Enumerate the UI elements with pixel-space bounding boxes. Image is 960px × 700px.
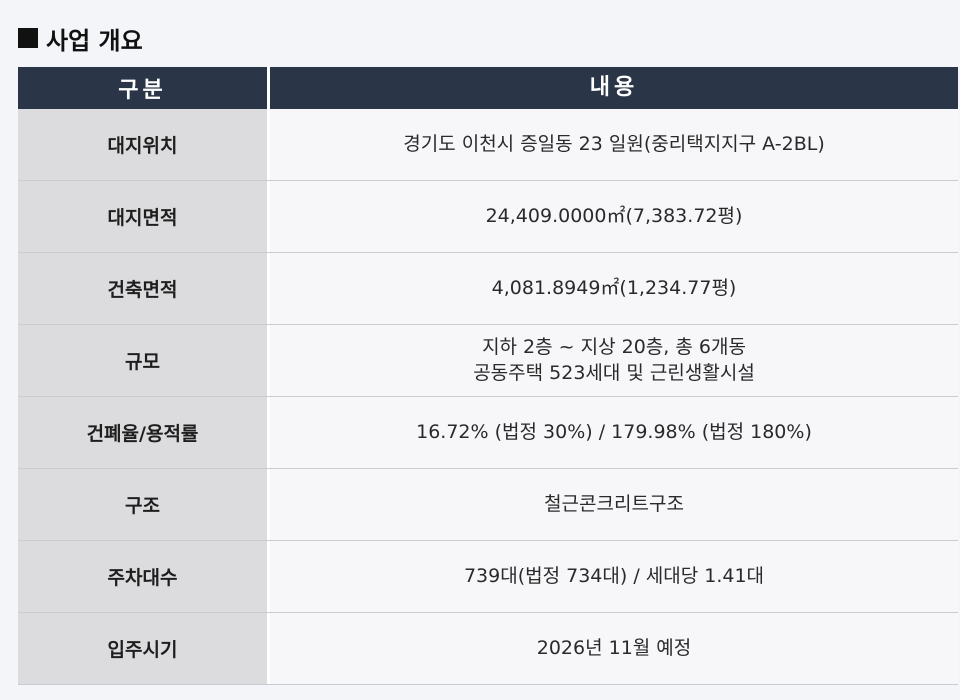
row-label: 대지위치 xyxy=(18,109,270,180)
header-label-cell: 구분 xyxy=(18,67,270,109)
overview-table: 구분 내용 대지위치 경기도 이천시 증일동 23 일원(중리택지지구 A-2B… xyxy=(18,67,958,685)
row-value: 4,081.8949㎡(1,234.77평) xyxy=(270,253,958,324)
row-label: 주차대수 xyxy=(18,541,270,612)
row-value: 24,409.0000㎡(7,383.72평) xyxy=(270,181,958,252)
row-label: 규모 xyxy=(18,325,270,396)
table-row-building-area: 건축면적 4,081.8949㎡(1,234.77평) xyxy=(18,253,958,325)
row-label: 대지면적 xyxy=(18,181,270,252)
table-row-site-area: 대지면적 24,409.0000㎡(7,383.72평) xyxy=(18,181,958,253)
row-value-line: 2026년 11월 예정 xyxy=(536,636,692,659)
row-label: 입주시기 xyxy=(18,613,270,684)
square-bullet-icon xyxy=(18,28,38,48)
section-title-text: 사업 개요 xyxy=(46,26,143,55)
row-value-line: 16.72% (법정 30%) / 179.98% (법정 180%) xyxy=(416,420,812,443)
row-label: 건축면적 xyxy=(18,253,270,324)
table-row-parking: 주차대수 739대(법정 734대) / 세대당 1.41대 xyxy=(18,541,958,613)
row-value: 16.72% (법정 30%) / 179.98% (법정 180%) xyxy=(270,397,958,468)
table-row-coverage-ratio: 건폐율/용적률 16.72% (법정 30%) / 179.98% (법정 18… xyxy=(18,397,958,469)
row-value-line: 24,409.0000㎡(7,383.72평) xyxy=(485,204,743,227)
table-row-scale: 규모 지하 2층 ~ 지상 20층, 총 6개동 공동주택 523세대 및 근린… xyxy=(18,325,958,397)
row-value: 739대(법정 734대) / 세대당 1.41대 xyxy=(270,541,958,612)
row-value: 지하 2층 ~ 지상 20층, 총 6개동 공동주택 523세대 및 근린생활시… xyxy=(270,325,958,396)
row-value-line: 철근콘크리트구조 xyxy=(544,492,684,515)
row-value: 경기도 이천시 증일동 23 일원(중리택지지구 A-2BL) xyxy=(270,109,958,180)
header-value-cell: 내용 xyxy=(270,67,958,109)
table-row-structure: 구조 철근콘크리트구조 xyxy=(18,469,958,541)
row-value-line: 4,081.8949㎡(1,234.77평) xyxy=(491,276,737,299)
table-row-move-in: 입주시기 2026년 11월 예정 xyxy=(18,613,958,685)
table-header-row: 구분 내용 xyxy=(18,67,958,109)
row-value-line: 지하 2층 ~ 지상 20층, 총 6개동 xyxy=(482,335,746,358)
section-title: 사업 개요 xyxy=(18,18,143,58)
row-value: 철근콘크리트구조 xyxy=(270,469,958,540)
row-label: 구조 xyxy=(18,469,270,540)
row-value-line: 경기도 이천시 증일동 23 일원(중리택지지구 A-2BL) xyxy=(403,132,825,155)
row-value-line: 739대(법정 734대) / 세대당 1.41대 xyxy=(463,564,765,587)
row-label: 건폐율/용적률 xyxy=(18,397,270,468)
row-value-line: 공동주택 523세대 및 근린생활시설 xyxy=(473,361,755,384)
table-row-site-location: 대지위치 경기도 이천시 증일동 23 일원(중리택지지구 A-2BL) xyxy=(18,109,958,181)
row-value: 2026년 11월 예정 xyxy=(270,613,958,684)
